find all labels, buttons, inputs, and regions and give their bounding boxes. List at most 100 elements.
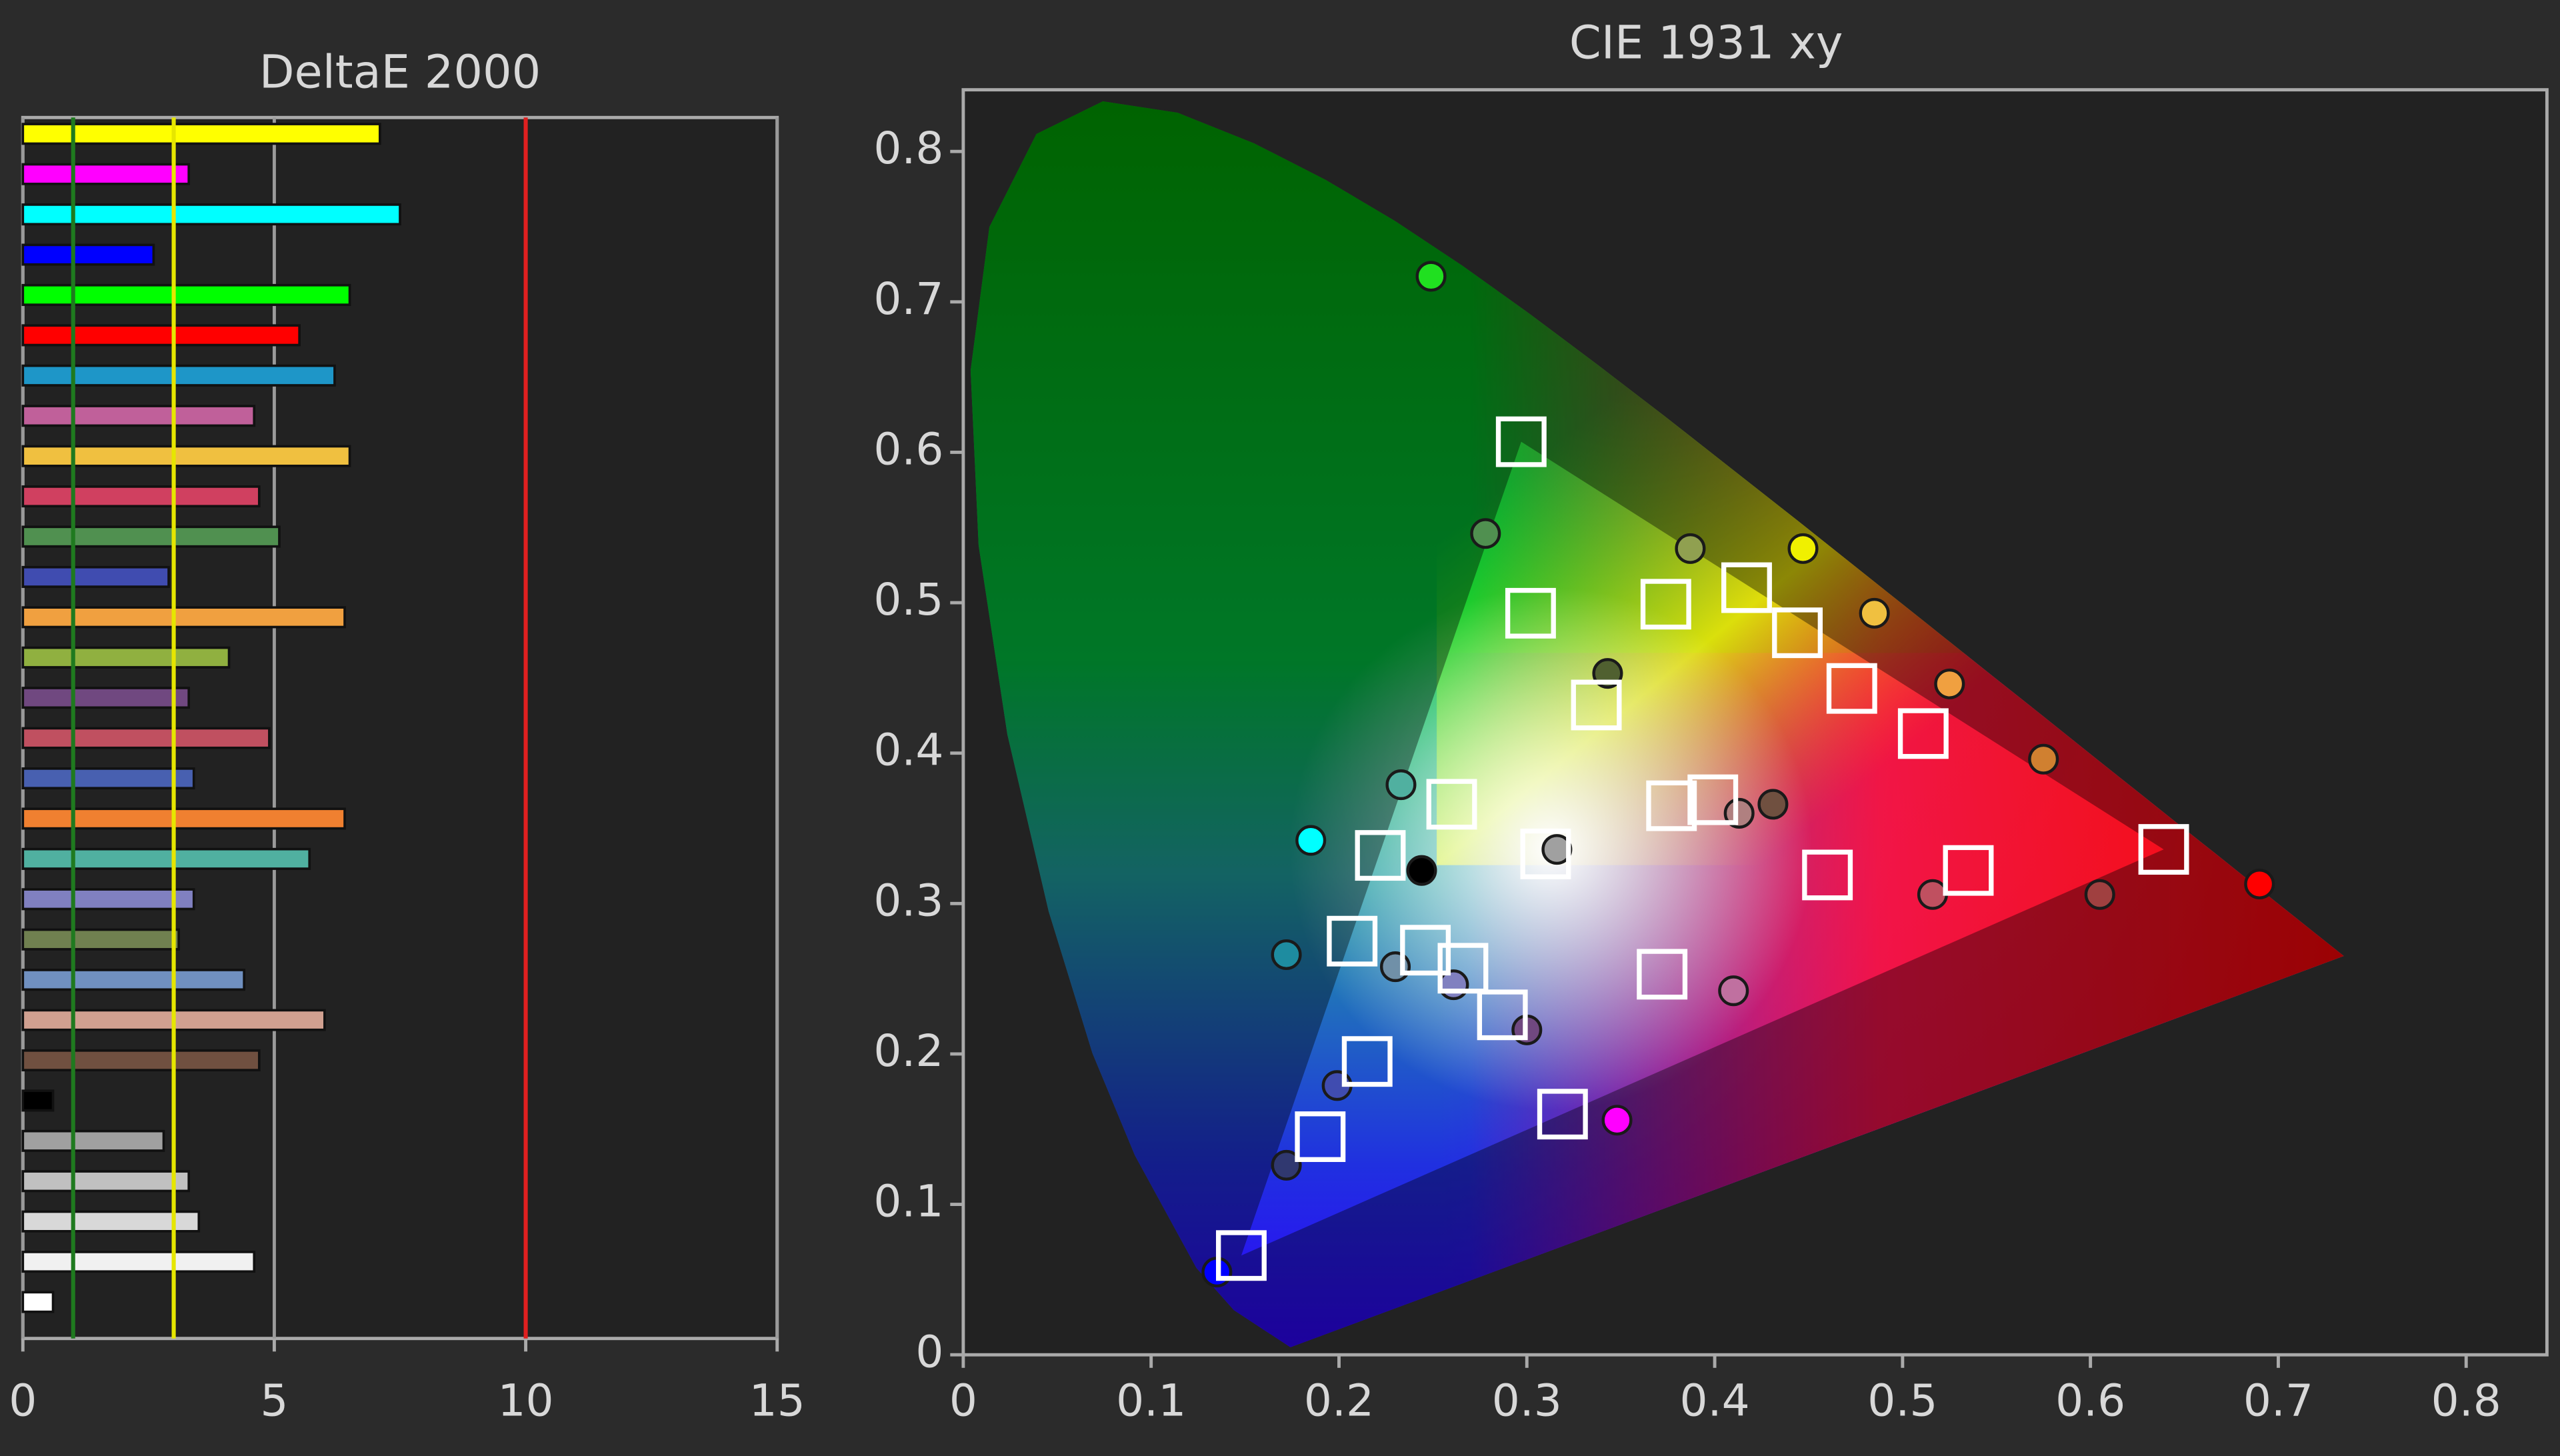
target-square [1437,943,1489,994]
x-tick-label: 0.2 [1304,1375,1374,1427]
bar [21,1210,201,1233]
measured-point [1934,668,1965,699]
target-square [1495,416,1547,467]
bar [21,646,231,669]
measured-point [1470,518,1501,549]
measured-point [1271,1149,1302,1181]
target-square [2138,824,2189,875]
measured-point [1787,533,1819,564]
y-tick-label: 0.8 [873,123,943,174]
bar [21,324,301,347]
target-square [1772,607,1823,659]
bar [21,888,195,911]
measured-point [2028,743,2059,775]
measured-point [1859,597,1890,629]
measured-point [1271,939,1302,971]
bar [21,364,336,387]
x-tick-label: 0.3 [1492,1375,1562,1427]
target-square [1215,1230,1267,1281]
target-square [1943,845,1994,896]
x-tick-label: 0.6 [2055,1375,2125,1427]
target-square [1355,830,1406,881]
measured-point [1380,951,1411,983]
chart-title: CIE 1931 xy [1569,17,1843,70]
bar [21,687,191,709]
measured-point [2244,868,2275,899]
target-square [1721,562,1772,613]
gamut-shade [970,101,2344,1347]
target-square [1295,1111,1346,1162]
x-tick-label: 0 [9,1375,37,1427]
measured-point [1601,1105,1633,1136]
bar [21,445,351,467]
measured-point [1757,789,1789,820]
bar [21,1129,165,1152]
bar [21,727,271,749]
y-tick-label: 0.6 [873,423,943,475]
target-square [1826,663,1877,714]
target-square [1400,925,1451,976]
chart-title: DeltaE 2000 [259,46,541,99]
measured-point [1385,769,1417,801]
target-square [1426,779,1477,830]
x-tick-label: 0 [949,1375,977,1427]
measured-point [1406,855,1437,886]
bar [21,1170,191,1193]
bar [21,1049,261,1072]
y-tick-label: 0.5 [873,574,943,625]
bar [21,767,195,790]
y-tick-label: 0.7 [873,273,943,325]
x-tick-label: 0.5 [1867,1375,1937,1427]
x-tick-label: 0.4 [1679,1375,1749,1427]
bar [21,565,170,588]
bar [21,485,261,508]
target-square [1637,949,1688,1000]
target-square [1571,679,1622,731]
x-tick-label: 10 [498,1375,554,1427]
target-square [1520,828,1571,879]
measured-point [1295,825,1327,856]
bar [21,525,281,548]
x-tick-label: 0.7 [2243,1375,2313,1427]
y-tick-label: 0 [915,1326,943,1377]
target-square [1477,989,1528,1041]
target-square [1537,1089,1588,1140]
bar [21,807,346,830]
target-square [1897,708,1949,759]
measured-point [1718,975,1749,1007]
bar [21,405,256,427]
target-square [1646,780,1697,831]
bar [21,1251,256,1273]
bar [21,1291,55,1313]
target-square [1687,774,1739,825]
target-square [1327,915,1378,967]
bar [21,163,191,185]
bar [21,969,246,991]
target-square [1505,587,1556,639]
bar [21,283,351,306]
target-square [1640,579,1691,630]
measured-point [1415,261,1447,292]
target-square [1341,1036,1393,1087]
y-tick-label: 0.1 [873,1176,943,1227]
bar [21,928,180,951]
measured-point [2084,879,2115,910]
bar [21,203,401,226]
x-tick-label: 15 [749,1375,805,1427]
y-tick-label: 0.3 [873,875,943,926]
bar [21,847,311,870]
x-tick-label: 0.1 [1116,1375,1186,1427]
bar [21,243,155,266]
bar [21,1089,55,1112]
measured-point [1675,533,1706,564]
x-tick-label: 5 [260,1375,288,1427]
y-tick-label: 0.2 [873,1025,943,1077]
target-square [1802,849,1853,901]
y-tick-label: 0.4 [873,725,943,776]
x-tick-label: 0.8 [2431,1375,2501,1427]
bar [21,606,346,629]
bar [21,123,381,145]
measured-point [1917,879,1948,910]
